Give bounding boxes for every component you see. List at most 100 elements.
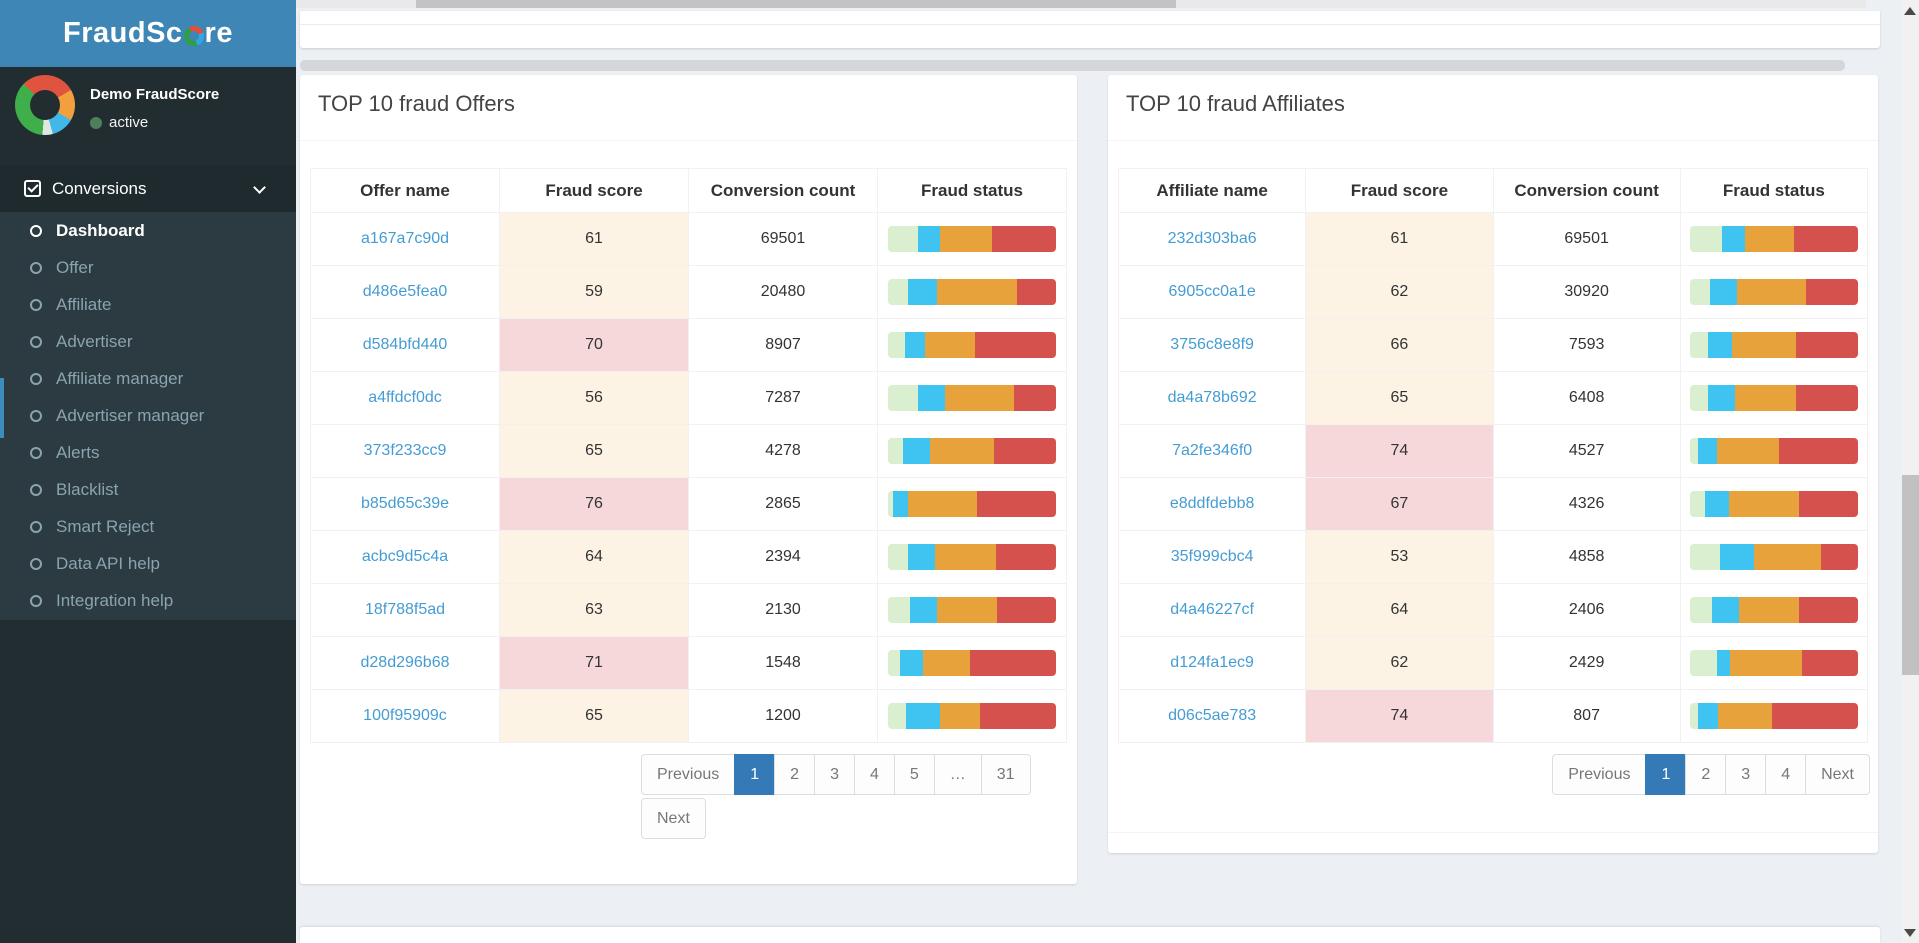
conversion-count-cell: 20480 xyxy=(689,266,878,319)
offer-name-link[interactable]: acbc9d5c4a xyxy=(361,548,449,565)
circle-icon xyxy=(30,261,42,274)
offer-row: b85d65c39e 76 2865 xyxy=(311,478,1067,531)
fraud-status-bar xyxy=(888,544,1056,570)
sidebar-item-advertiser-manager[interactable]: Advertiser manager xyxy=(0,397,296,434)
offer-row: 18f788f5ad 63 2130 xyxy=(311,584,1067,637)
offer-name-link[interactable]: 373f233cc9 xyxy=(363,442,447,459)
page-next[interactable]: Next xyxy=(641,798,706,839)
sidebar-item-alerts[interactable]: Alerts xyxy=(0,435,296,472)
column-header-conversion-count: Conversion count xyxy=(689,169,878,213)
sidebar-item-offer[interactable]: Offer xyxy=(0,249,296,286)
user-status-label: active xyxy=(109,114,149,131)
page-ellipsis[interactable]: … xyxy=(933,754,982,795)
bar-segment-risky xyxy=(945,385,1014,411)
sidebar-item-dashboard[interactable]: Dashboard xyxy=(0,212,296,249)
bar-segment-risky xyxy=(924,332,976,358)
column-header-fraud-status: Fraud status xyxy=(878,169,1067,213)
conversion-count-cell: 6408 xyxy=(1493,372,1681,425)
bar-segment-risky xyxy=(1718,703,1773,729)
page-next[interactable]: Next xyxy=(1805,754,1870,795)
sidebar-section-conversions[interactable]: Conversions xyxy=(0,165,296,212)
offer-row: 373f233cc9 65 4278 xyxy=(311,425,1067,478)
affiliate-name-link[interactable]: 6905cc0a1e xyxy=(1168,283,1256,300)
fraud-status-bar xyxy=(888,438,1056,464)
horizontal-scrollbar-thumb[interactable] xyxy=(416,0,1176,8)
sidebar-scrollbar-thumb[interactable] xyxy=(0,378,4,438)
divider xyxy=(1108,832,1878,833)
sidebar-item-blacklist[interactable]: Blacklist xyxy=(0,472,296,509)
page-4[interactable]: 4 xyxy=(853,754,895,795)
affiliate-name-cell: e8ddfdebb8 xyxy=(1119,478,1307,531)
vertical-scrollbar-thumb[interactable] xyxy=(1902,475,1919,675)
brand-logo[interactable]: FraudSc re xyxy=(0,0,296,67)
bar-segment-fraud xyxy=(993,438,1056,464)
fraud-status-bar xyxy=(1689,491,1858,517)
circle-icon xyxy=(30,298,42,311)
page-3[interactable]: 3 xyxy=(1725,754,1767,795)
offer-name-cell: d584bfd440 xyxy=(311,319,500,372)
affiliate-name-link[interactable]: 232d303ba6 xyxy=(1167,230,1257,247)
page-1[interactable]: 1 xyxy=(1645,754,1687,795)
column-header-affiliate-name: Affiliate name xyxy=(1119,169,1307,213)
circle-icon xyxy=(30,372,42,385)
bar-segment-risky xyxy=(1728,491,1800,517)
fraud-status-bar xyxy=(1689,226,1858,252)
conversion-count-cell: 69501 xyxy=(1493,213,1681,266)
affiliate-name-link[interactable]: d124fa1ec9 xyxy=(1170,654,1254,671)
scroll-down-arrow-icon[interactable] xyxy=(1904,929,1916,937)
sidebar-item-integration-help[interactable]: Integration help xyxy=(0,583,296,620)
offer-name-link[interactable]: d486e5fea0 xyxy=(362,283,448,300)
affiliate-name-link[interactable]: 3756c8e8f9 xyxy=(1170,336,1254,353)
user-status: active xyxy=(90,114,148,131)
sidebar-item-data-api-help[interactable]: Data API help xyxy=(0,546,296,583)
bar-segment-suspicious xyxy=(1704,491,1729,517)
page-31[interactable]: 31 xyxy=(980,754,1031,795)
offer-name-link[interactable]: d584bfd440 xyxy=(362,336,448,353)
bar-segment-ok xyxy=(888,703,907,729)
sidebar-item-affiliate[interactable]: Affiliate xyxy=(0,286,296,323)
offer-name-link[interactable]: d28d296b68 xyxy=(360,654,450,671)
horizontal-scrollbar-track xyxy=(296,0,1866,8)
affiliate-name-link[interactable]: 35f999cbc4 xyxy=(1170,548,1254,565)
affiliate-name-cell: 6905cc0a1e xyxy=(1119,266,1307,319)
bar-segment-risky xyxy=(923,650,971,676)
offer-name-link[interactable]: 18f788f5ad xyxy=(364,601,446,618)
affiliate-name-link[interactable]: d4a46227cf xyxy=(1170,601,1254,618)
page-2[interactable]: 2 xyxy=(1685,754,1727,795)
page-2[interactable]: 2 xyxy=(774,754,816,795)
offer-name-link[interactable]: 100f95909c xyxy=(363,707,447,724)
offer-name-link[interactable]: b85d65c39e xyxy=(360,495,450,512)
offer-name-link[interactable]: a4ffdcf0dc xyxy=(368,389,442,406)
fraud-status-cell xyxy=(1680,425,1868,478)
page-1[interactable]: 1 xyxy=(734,754,776,795)
offer-name-cell: d28d296b68 xyxy=(311,637,500,690)
sidebar-item-affiliate-manager[interactable]: Affiliate manager xyxy=(0,360,296,397)
sidebar-item-label: Offer xyxy=(56,257,94,277)
offer-name-cell: a167a7c90d xyxy=(311,213,500,266)
conversion-count-cell: 2865 xyxy=(689,478,878,531)
affiliate-name-link[interactable]: da4a78b692 xyxy=(1167,389,1257,406)
page-3[interactable]: 3 xyxy=(814,754,855,795)
bar-segment-fraud xyxy=(1799,597,1858,623)
offer-name-link[interactable]: a167a7c90d xyxy=(360,230,450,247)
sidebar-item-advertiser[interactable]: Advertiser xyxy=(0,323,296,360)
affiliate-name-link[interactable]: e8ddfdebb8 xyxy=(1169,495,1255,512)
bar-segment-risky xyxy=(936,597,998,623)
scroll-up-arrow-icon[interactable] xyxy=(1904,7,1916,15)
affiliate-name-cell: d06c5ae783 xyxy=(1119,690,1307,743)
fraud-status-cell xyxy=(878,266,1067,319)
affiliate-name-link[interactable]: d06c5ae783 xyxy=(1168,707,1257,724)
inner-horizontal-scrollbar[interactable] xyxy=(300,60,1845,71)
page-previous[interactable]: Previous xyxy=(1552,754,1647,795)
fraud-score-cell: 71 xyxy=(500,637,689,690)
fraud-status-cell xyxy=(878,584,1067,637)
affiliate-row: 232d303ba6 61 69501 xyxy=(1119,213,1868,266)
page-5[interactable]: 5 xyxy=(893,754,935,795)
sidebar-item-smart-reject[interactable]: Smart Reject xyxy=(0,509,296,546)
page-previous[interactable]: Previous xyxy=(641,754,736,795)
bar-segment-fraud xyxy=(1795,385,1858,411)
page-4[interactable]: 4 xyxy=(1765,754,1807,795)
affiliate-name-link[interactable]: 7a2fe346f0 xyxy=(1172,442,1253,459)
bar-segment-ok xyxy=(1689,491,1705,517)
bar-segment-ok xyxy=(1689,438,1699,464)
